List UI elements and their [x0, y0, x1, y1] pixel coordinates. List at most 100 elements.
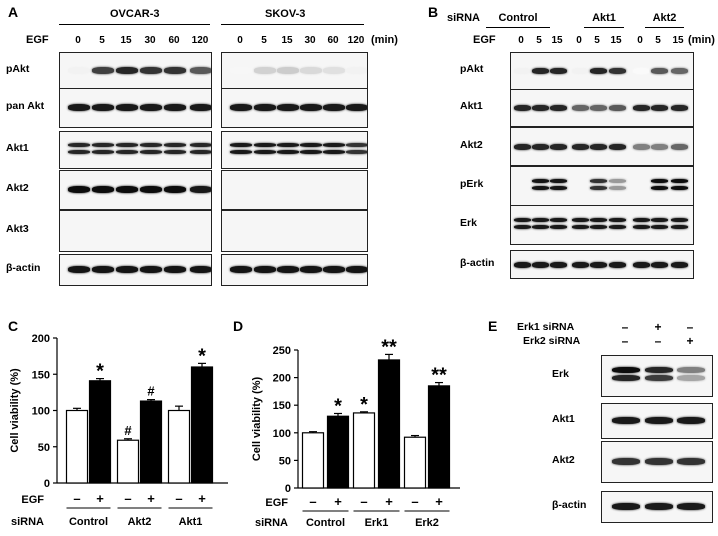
band	[671, 68, 688, 74]
panel-e-blot	[601, 441, 713, 483]
panel-a-row-label: Akt1	[6, 142, 29, 154]
panel-b-time-label: 5	[594, 35, 600, 46]
significance-marker: *	[96, 361, 104, 383]
band	[230, 150, 252, 154]
panel-e-sign: –	[621, 320, 629, 334]
egf-label: EGF	[21, 494, 44, 506]
panel-b-blot	[510, 205, 694, 245]
group-label: Erk1	[365, 517, 389, 529]
panel-a-time-label: 0	[75, 35, 81, 46]
egf-sign: +	[334, 494, 342, 509]
panel-a-blot	[221, 131, 368, 169]
band	[116, 143, 138, 147]
panel-a-time-label: 5	[99, 35, 105, 46]
band	[92, 266, 114, 273]
band	[645, 367, 673, 373]
panel-e-blot	[601, 403, 713, 439]
band	[633, 225, 650, 229]
band	[300, 266, 322, 273]
egf-sign: –	[124, 491, 131, 506]
panel-b-time-label: 0	[637, 35, 643, 46]
group-label: Akt1	[179, 516, 203, 528]
band	[254, 66, 276, 74]
egf-label: EGF	[265, 497, 288, 509]
band	[190, 66, 211, 74]
y-tick-label: 100	[32, 406, 50, 418]
bar	[167, 409, 191, 484]
band	[190, 143, 211, 147]
panel-b-blot	[510, 250, 694, 279]
panel-b-group-underline	[584, 27, 624, 28]
panel-b-row-label: pAkt	[460, 63, 484, 75]
band	[68, 186, 90, 193]
band	[164, 186, 186, 193]
band	[92, 150, 114, 154]
y-axis-label: Cell viability (%)	[9, 368, 21, 453]
panel-e-row-label: Akt2	[552, 454, 575, 466]
band	[550, 105, 567, 111]
band	[116, 150, 138, 154]
band	[645, 458, 673, 465]
band	[140, 266, 162, 273]
band	[572, 218, 589, 222]
band	[609, 143, 626, 150]
panel-a-underline-1	[59, 24, 210, 25]
bar	[65, 409, 89, 484]
band	[190, 186, 211, 193]
egf-sign: +	[435, 494, 443, 509]
band	[612, 367, 640, 373]
band	[190, 150, 211, 154]
egf-sign: +	[96, 491, 104, 506]
band	[633, 143, 650, 150]
bar	[139, 400, 163, 484]
band	[677, 503, 705, 510]
band	[671, 186, 688, 190]
significance-marker: *	[360, 394, 368, 416]
bar	[377, 359, 401, 489]
panel-b-row-label: Akt1	[460, 100, 483, 112]
panel-a-time-label: 5	[261, 35, 267, 46]
bar	[190, 366, 214, 484]
panel-e-sign: –	[621, 334, 629, 348]
panel-e-sign: +	[654, 320, 662, 334]
band	[346, 143, 367, 147]
band	[190, 104, 211, 111]
band	[164, 104, 186, 111]
band	[254, 143, 276, 147]
significance-marker: **	[431, 365, 447, 387]
group-label: Control	[69, 516, 108, 528]
y-tick-label: 200	[32, 333, 50, 345]
panel-e-row-label: Akt1	[552, 413, 575, 425]
panel-e-sign: –	[654, 334, 662, 348]
band	[190, 266, 211, 273]
band	[572, 105, 589, 111]
band	[68, 104, 90, 111]
band	[645, 375, 673, 381]
band	[612, 503, 640, 510]
bar	[116, 439, 140, 484]
band	[609, 179, 626, 183]
band	[532, 179, 549, 183]
panel-a-time-label: 0	[237, 35, 243, 46]
band	[609, 218, 626, 222]
egf-sign: –	[73, 491, 80, 506]
band	[68, 266, 90, 273]
sirna-label: siRNA	[255, 517, 288, 529]
band	[92, 66, 114, 74]
y-tick-label: 0	[44, 478, 50, 490]
band	[140, 143, 162, 147]
panel-b-time-label: 0	[576, 35, 582, 46]
egf-sign: –	[175, 491, 182, 506]
band	[671, 105, 688, 111]
panel-b-time-label: 15	[551, 35, 563, 46]
band	[140, 186, 162, 193]
panel-a-blot	[59, 170, 212, 210]
band	[633, 261, 650, 268]
band	[514, 105, 531, 111]
band	[651, 143, 668, 150]
egf-sign: +	[147, 491, 155, 506]
panel-a-time-label: 60	[327, 35, 339, 46]
band	[609, 225, 626, 229]
band	[514, 68, 531, 74]
panel-a-letter: A	[8, 4, 19, 20]
